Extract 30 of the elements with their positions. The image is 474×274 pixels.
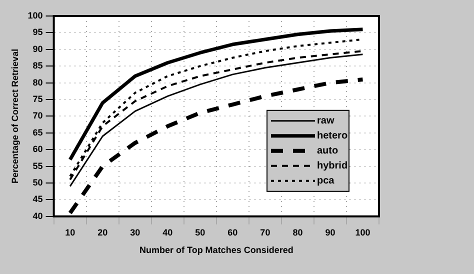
y-tick-label: 90 [32, 44, 43, 54]
x-tick-label: 90 [325, 227, 336, 238]
y-tick-label: 55 [32, 160, 43, 171]
x-tick-label: 80 [292, 227, 303, 238]
legend-label: auto [317, 146, 338, 157]
legend-label: hetero [317, 130, 348, 142]
y-tick-label: 75 [32, 94, 43, 104]
y-axis-title: Percentage of Correct Retrieval [10, 48, 20, 184]
y-tick-label: 80 [32, 77, 43, 88]
x-axis-title: Number of Top Matches Considered [139, 245, 294, 256]
x-tick-label: 20 [98, 227, 108, 238]
x-tick-label: 40 [162, 227, 173, 238]
x-tick-label: 100 [355, 227, 370, 238]
y-tick-label: 100 [28, 10, 43, 20]
y-tick-label: 60 [32, 144, 43, 154]
legend-label: hybrid [317, 160, 348, 172]
x-tick-label: 70 [260, 227, 270, 238]
x-tick-label: 50 [195, 227, 206, 238]
y-tick-label: 65 [32, 127, 43, 138]
x-tick-label: 10 [65, 227, 76, 238]
y-tick-label: 50 [32, 177, 43, 188]
legend-label: raw [317, 116, 334, 127]
y-tick-label: 70 [32, 110, 43, 121]
y-tick-label: 40 [32, 210, 43, 221]
x-tick-label: 60 [228, 227, 238, 238]
legend-label: pca [317, 176, 335, 187]
y-tick-label: 85 [32, 60, 43, 71]
y-tick-label: 95 [32, 27, 43, 38]
x-tick-label: 30 [130, 227, 140, 238]
y-tick-label: 45 [32, 194, 43, 204]
